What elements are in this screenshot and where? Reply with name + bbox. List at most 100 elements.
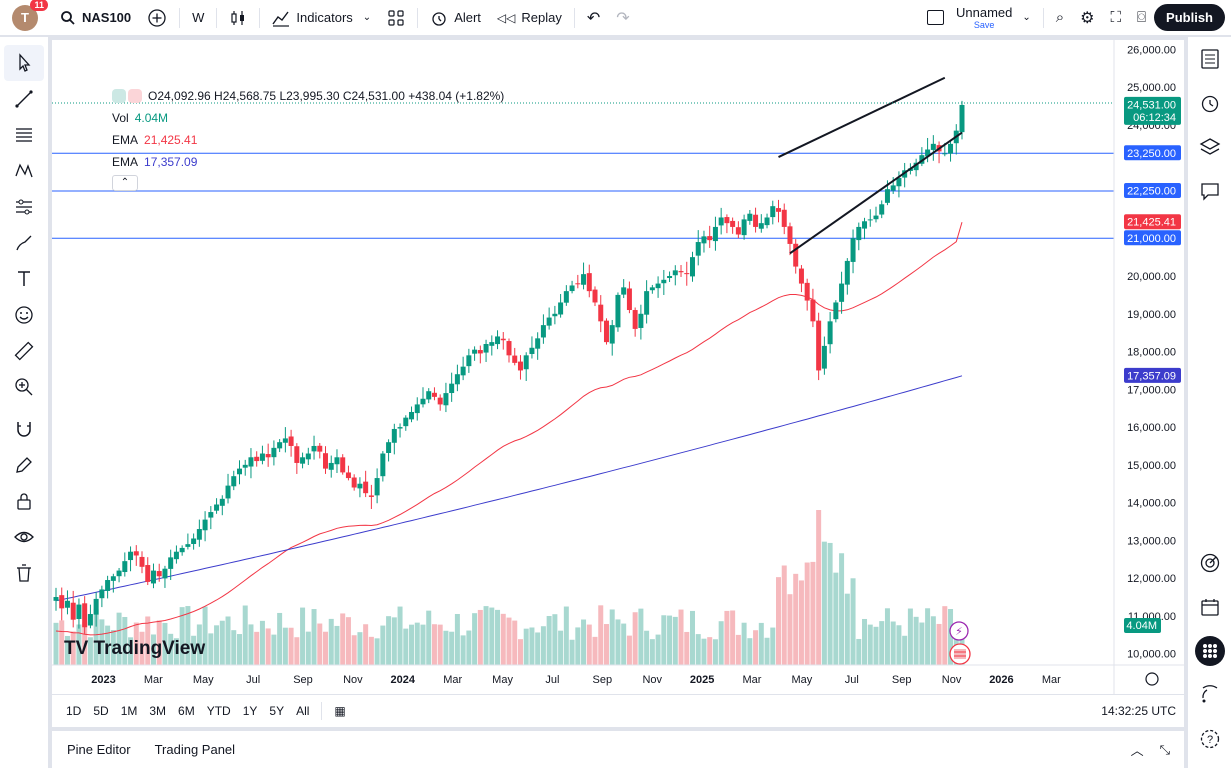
gear-icon: ⚙ [1080,9,1095,27]
lock-tool[interactable] [0,483,48,519]
legend-vol-row[interactable]: Vol 4.04M [112,107,504,129]
collapse-legend-button[interactable]: ⌃ [112,175,138,191]
event-icons[interactable]: ⚡ [949,621,971,665]
volume-bar [122,616,128,665]
delete-tool[interactable] [0,555,48,591]
range-3m[interactable]: 3M [149,704,167,718]
wave-icon[interactable] [128,89,142,103]
indicators-button[interactable]: Indicators ⌄ [264,0,379,36]
layout-button[interactable]: Unnamed Save ⌄ [919,0,1039,36]
ema-slow-price-tag: 17,357.09 [1127,370,1176,382]
candle-body [655,283,661,289]
scroll-to-settings[interactable] [1145,672,1159,686]
screener-button[interactable] [1188,541,1231,585]
fullscreen-button[interactable]: ⛶ [1103,0,1130,36]
hline-price-tag-bg [1124,145,1181,161]
calendar-button[interactable] [1188,585,1231,629]
range-5d[interactable]: 5D [93,704,109,718]
price-axis[interactable]: 10,000.0011,000.0012,000.0013,000.0014,0… [1113,40,1176,694]
candle-body [145,565,151,582]
trading-panel-tab[interactable]: Trading Panel [154,742,236,757]
eye-icon [14,531,34,543]
time-tick-label: Mar [144,674,163,686]
rewind-icon: ◁◁ [496,10,516,25]
candle-body [718,217,724,226]
fib-tool[interactable] [0,117,48,153]
help-button[interactable]: ? [1188,717,1231,761]
settings-button[interactable]: ⚙ [1072,0,1102,36]
date-range-bar: 1D 5D 1M 3M 6M YTD 1Y 5Y All ▦ 14:32:25 … [52,694,1184,727]
legend-ema1-row[interactable]: EMA 21,425.41 [112,129,504,151]
symbol-search[interactable]: NAS100 [52,0,139,36]
range-1y[interactable]: 1Y [242,704,258,718]
brush-tool[interactable] [0,225,48,261]
range-6m[interactable]: 6M [178,704,195,718]
trendline-tool[interactable] [0,81,48,117]
range-all[interactable]: All [296,704,310,718]
forecast-tool[interactable] [0,189,48,225]
apps-button[interactable] [1188,629,1231,673]
quick-search-button[interactable]: ⌕ [1048,0,1072,36]
draw-mode-tool[interactable] [0,447,48,483]
user-avatar[interactable]: T 11 [12,0,48,31]
candle-body [839,283,845,302]
range-5y[interactable]: 5Y [269,704,285,718]
templates-button[interactable] [379,0,413,36]
pattern-tool[interactable] [0,153,48,189]
candle-body [397,427,403,429]
undo-button[interactable]: ↶ [579,0,608,36]
range-ytd[interactable]: YTD [206,704,231,718]
lightning-icon [949,621,969,641]
magnet-tool[interactable] [0,411,48,447]
text-tool[interactable] [0,261,48,297]
range-1m[interactable]: 1M [120,704,138,718]
volume-bar [649,639,655,665]
emoji-tool[interactable] [0,297,48,333]
layout-square-icon [927,10,944,25]
chevron-up-icon[interactable]: ︿ [1130,743,1144,758]
volume-bar [827,542,833,665]
measure-tool[interactable] [0,333,48,369]
candle-body [517,361,523,371]
ema1-label: EMA [112,133,139,147]
pine-editor-tab[interactable]: Pine Editor [67,742,131,757]
volume-bar [305,631,311,665]
zoom-tool[interactable] [0,369,48,405]
chart-type-button[interactable] [221,0,255,36]
object-tree-button[interactable] [1188,125,1231,169]
clock-time[interactable]: 14:32:25 UTC [1101,704,1176,718]
watchlist-button[interactable] [1188,37,1231,81]
candle-body [930,143,936,150]
status-dot-icon[interactable] [112,89,126,103]
candle-body [231,476,237,487]
alert-button[interactable]: Alert [422,0,489,36]
price-tick-label: 14,000.00 [1127,498,1176,510]
publish-button[interactable]: Publish [1154,4,1225,31]
streams-button[interactable] [1188,673,1231,717]
goto-date-button[interactable]: ▦ [328,704,351,718]
legend-ema2-row[interactable]: EMA 17,357.09 [112,151,504,173]
candle-body [712,226,718,242]
visibility-tool[interactable] [0,519,48,555]
volume-bar [265,628,271,665]
candle-body [294,446,300,463]
chart-panel[interactable]: 10,000.00 11,000.00 12,000.00 13,000.00 14,0… [52,40,1184,694]
alerts-panel-button[interactable] [1188,81,1231,125]
replay-button[interactable]: ◁◁ Replay [489,0,570,36]
maximize-icon[interactable]: ⤡ [1159,741,1170,757]
interval-button[interactable]: W [184,0,212,36]
horizontal-lines[interactable] [52,152,1114,239]
candle-body [678,271,684,273]
volume-bar [569,639,575,665]
chats-button[interactable] [1188,169,1231,213]
trend-channel[interactable] [778,76,963,255]
compare-button[interactable] [139,0,175,36]
range-1d[interactable]: 1D [66,704,82,718]
snapshot-button[interactable]: ⌼ [1129,0,1154,36]
candle-body [225,485,231,499]
candle-body [603,320,609,343]
redo-button[interactable]: ↷ [608,0,637,36]
cursor-tool[interactable] [4,45,44,81]
price-chart[interactable]: 10,000.0011,000.0012,000.0013,000.0014,0… [52,40,1184,694]
time-axis[interactable]: 2023 Mar May Jul Sep Nov 2024 Mar May Jul Sep Nov 20… [52,664,1184,686]
